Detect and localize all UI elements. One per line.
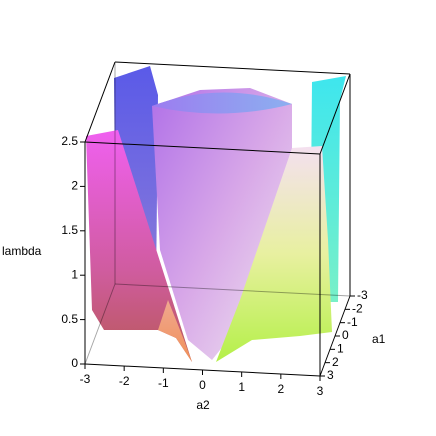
box-edge [114,61,351,75]
y-tick-label: -1 [347,315,358,329]
y-tick-label: 3 [327,368,334,382]
z-tick-label: 2 [71,179,78,193]
surface-patch [158,300,192,362]
y-tick-label: -3 [357,288,368,302]
surface-patch [216,146,332,362]
box-edge [84,61,116,143]
y-tick-label: 0 [342,328,349,342]
surface [86,66,346,362]
y-tick-label: 2 [332,355,339,369]
z-tick-label: 1.5 [61,223,78,237]
y-tick-label: -2 [352,302,363,316]
y-tick-label: 1 [337,342,344,356]
box-edge [319,73,351,155]
z-tick-label: 0 [71,356,78,370]
x-tick-label: -2 [119,374,130,388]
z-axis-label: lambda [2,244,42,258]
surface-patch [86,130,192,362]
z-tick-label: 1 [71,267,78,281]
surface-patch [152,88,292,360]
x-tick-label: 0 [199,378,206,392]
x-tick-label: 2 [277,382,284,396]
z-tick-label: 2.5 [61,134,78,148]
box-edge [84,283,116,365]
box-edge [114,283,351,297]
x-tick-label: 1 [238,380,245,394]
box-edge [84,141,321,155]
y-axis-label: a1 [372,332,386,346]
x-tick-label: -1 [158,376,169,390]
x-tick-label: 3 [317,384,324,398]
x-tick-label: -3 [80,372,91,386]
z-tick-label: 0.5 [61,312,78,326]
surface-patch [152,92,292,114]
x-axis-label: a2 [196,398,210,412]
